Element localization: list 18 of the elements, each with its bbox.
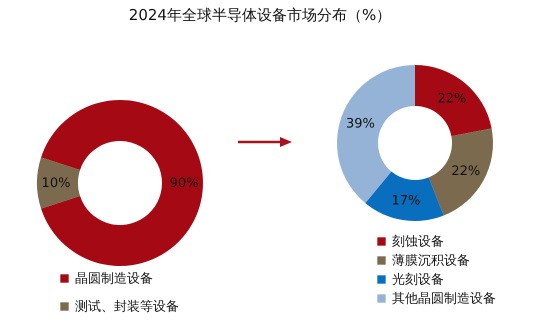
legend-label: 光刻设备 xyxy=(392,272,444,288)
legend-label: 测试、封装等设备 xyxy=(75,300,179,314)
text: 2024年全球半导体设备市场分布（%） xyxy=(128,6,392,24)
legend-label: 其他晶圆制造设备 xyxy=(392,292,496,306)
data-label: 10% xyxy=(42,176,70,191)
donut-slice xyxy=(37,157,80,209)
data-label: 90% xyxy=(170,176,198,191)
donut-slice xyxy=(428,128,493,216)
donut-slice xyxy=(365,172,444,221)
donut-slice xyxy=(415,65,492,136)
data-label: 22% xyxy=(451,164,480,179)
legend-label: 薄膜沉积设备 xyxy=(392,254,470,268)
data-label: 17% xyxy=(391,193,420,208)
legend-label: 刻蚀设备 xyxy=(392,234,444,250)
data-label: 22% xyxy=(438,91,466,106)
donut-slice xyxy=(41,100,203,266)
legend-label: 晶圆制造设备 xyxy=(75,272,153,286)
data-label: 39% xyxy=(346,116,375,132)
